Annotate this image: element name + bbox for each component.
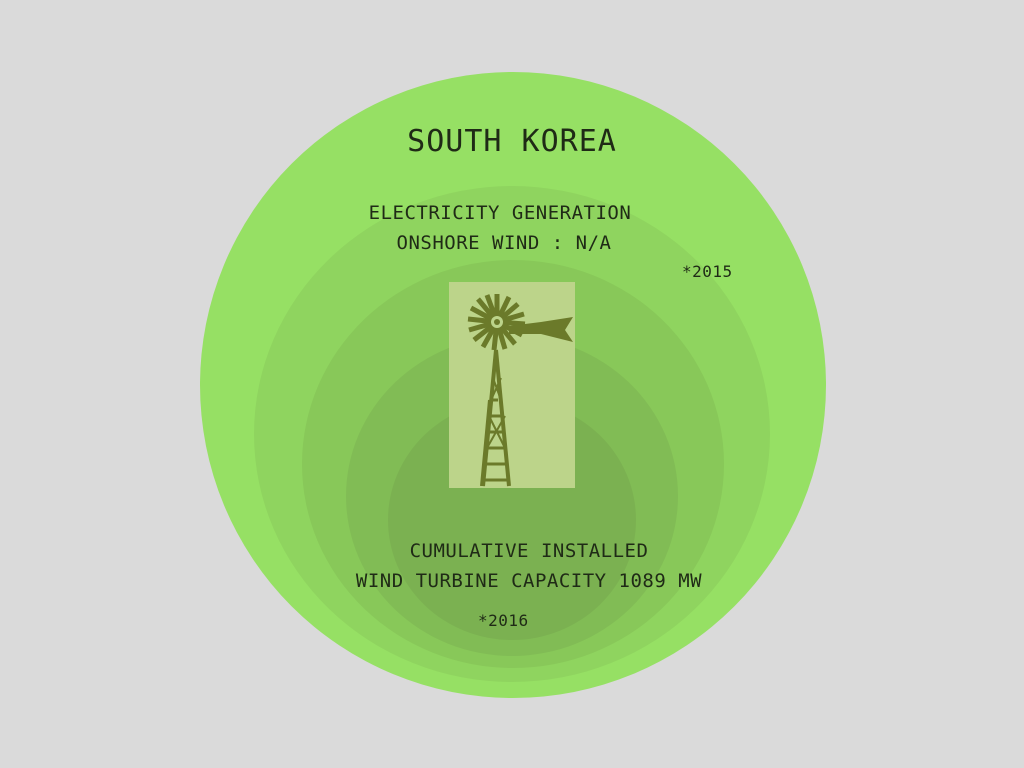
capacity-label: CUMULATIVE INSTALLED (409, 540, 649, 562)
windmill-panel (449, 282, 575, 488)
onshore-wind-value: ONSHORE WIND : N/A (396, 232, 612, 254)
country-title: SOUTH KOREA (407, 124, 617, 159)
capacity-value: WIND TURBINE CAPACITY 1089 MW (355, 570, 703, 592)
generation-year-note: *2015 (682, 262, 733, 281)
capacity-year-note: *2016 (478, 611, 529, 630)
generation-label: ELECTRICITY GENERATION (368, 202, 632, 224)
windmill-icon (467, 294, 573, 487)
